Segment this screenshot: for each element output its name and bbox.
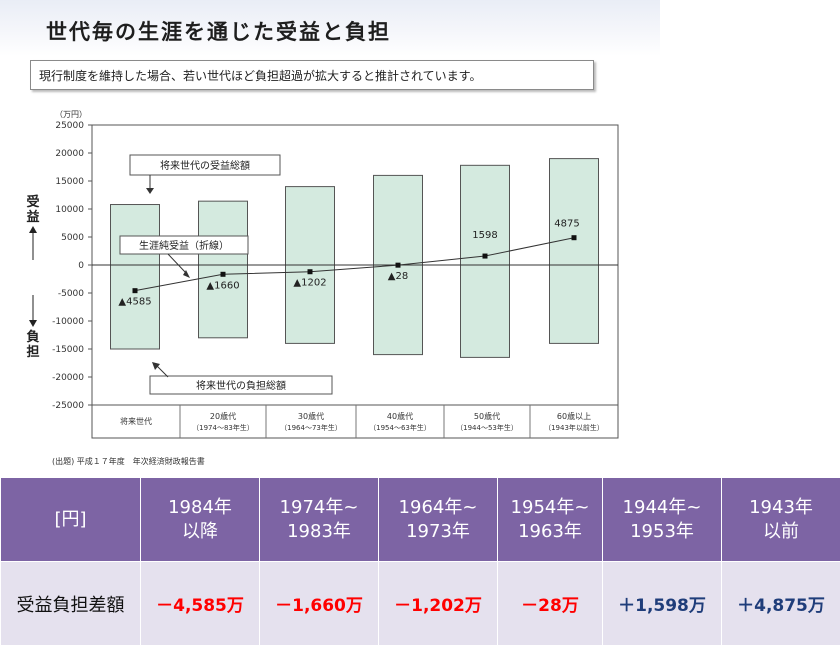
table-value-cell: －1,660万 — [260, 562, 379, 646]
source-note: (出題) 平成１７年度 年次経済財政報告書 — [52, 456, 205, 467]
y-label-burden: 担 — [26, 344, 39, 360]
table-value-cell: ＋4,875万 — [722, 562, 840, 646]
data-label: ▲1660 — [206, 280, 239, 291]
subtitle-box: 現行制度を維持した場合、若い世代ほど負担超過が拡大すると推計されています。 — [30, 60, 594, 90]
x-tick-label: 将来世代 — [120, 416, 152, 426]
table-value-cell: －1,202万 — [379, 562, 498, 646]
y-tick-label: -10000 — [52, 317, 84, 327]
subtitle-text: 現行制度を維持した場合、若い世代ほど負担超過が拡大すると推計されています。 — [39, 67, 481, 84]
data-label: ▲1202 — [293, 278, 326, 289]
y-label-burden: 負 — [26, 329, 39, 345]
x-tick-label: 50歳代 — [474, 411, 500, 421]
table-value-cell: ＋1,598万 — [603, 562, 722, 646]
y-tick-label: -20000 — [52, 373, 84, 383]
callout-label-benefit: 将来世代の受益総額 — [160, 159, 250, 172]
line-point — [483, 254, 488, 259]
summary-table: [円] 1984年 以降 1974年~ 1983年 1964年~ 1973年 1… — [0, 477, 840, 646]
table-value-cell: －28万 — [498, 562, 603, 646]
title-banner: 世代毎の生涯を通じた受益と負担 — [0, 0, 660, 56]
y-tick-label: -5000 — [58, 289, 84, 299]
table-header-cell: 1943年 以前 — [722, 478, 840, 562]
bar — [550, 159, 599, 344]
x-tick-sublabel: （1954～63年生） — [369, 423, 431, 432]
callout-arrowhead-burden — [152, 362, 160, 370]
line-point — [133, 288, 138, 293]
y-tick-label: -15000 — [52, 345, 84, 355]
y-tick-label: 0 — [78, 261, 84, 271]
bar — [461, 165, 510, 357]
y-unit-label: （万円） — [55, 110, 87, 119]
callout-arrowhead-benefit — [146, 188, 154, 194]
data-label: ▲4585 — [118, 297, 151, 308]
x-tick-sublabel: （1944～53年生） — [456, 423, 518, 432]
bar — [111, 205, 160, 349]
data-label: 1598 — [472, 230, 497, 241]
x-tick-label: 40歳代 — [387, 411, 413, 421]
x-tick-sublabel: （1964～73年生） — [280, 423, 342, 432]
y-tick-label: -25000 — [52, 401, 84, 411]
table-header-cell: 1974年~ 1983年 — [260, 478, 379, 562]
y-label-benefit: 受 — [26, 194, 39, 210]
y-label-benefit: 益 — [26, 209, 39, 225]
y-tick-label: 25000 — [55, 121, 84, 131]
bar — [199, 201, 248, 338]
data-label: 4875 — [554, 219, 579, 230]
table-header-cell: 1954年~ 1963年 — [498, 478, 603, 562]
y-tick-label: 10000 — [55, 205, 84, 215]
callout-label-line: 生涯純受益（折線） — [139, 239, 229, 252]
y-tick-label: 15000 — [55, 177, 84, 187]
y-tick-label: 5000 — [61, 233, 84, 243]
y-arrowhead-down — [29, 320, 37, 327]
line-point — [572, 235, 577, 240]
table-value-cell: －4,585万 — [141, 562, 260, 646]
table-header-cell: 1964年~ 1973年 — [379, 478, 498, 562]
benefit-burden-chart: 25000 20000 15000 10000 5000 0 -5000 -10000 -150… — [0, 100, 660, 452]
data-label: ▲28 — [388, 271, 408, 282]
table-row-label: 受益負担差額 — [1, 562, 141, 646]
page-title: 世代毎の生涯を通じた受益と負担 — [46, 16, 391, 46]
callout-label-burden: 将来世代の負担総額 — [196, 379, 286, 392]
table-corner-cell: [円] — [1, 478, 141, 562]
x-tick-label: 20歳代 — [210, 411, 236, 421]
x-tick-label: 30歳代 — [298, 411, 324, 421]
table-row: 受益負担差額 －4,585万 －1,660万 －1,202万 －28万 ＋1,5… — [1, 562, 840, 646]
table-header-cell: 1984年 以降 — [141, 478, 260, 562]
y-arrowhead-up — [29, 226, 37, 233]
callout-pointer-line — [168, 254, 186, 273]
x-tick-sublabel: （1974～83年生） — [192, 423, 254, 432]
table-header-row: [円] 1984年 以降 1974年~ 1983年 1964年~ 1973年 1… — [1, 478, 840, 562]
callout-pointer-burden — [156, 365, 168, 377]
x-tick-label: 60歳以上 — [557, 411, 591, 421]
table-header-cell: 1944年~ 1953年 — [603, 478, 722, 562]
line-point — [308, 269, 313, 274]
line-point — [221, 272, 226, 277]
x-tick-sublabel: （1943年以前生） — [544, 423, 604, 432]
y-tick-label: 20000 — [55, 149, 84, 159]
line-point — [396, 263, 401, 268]
